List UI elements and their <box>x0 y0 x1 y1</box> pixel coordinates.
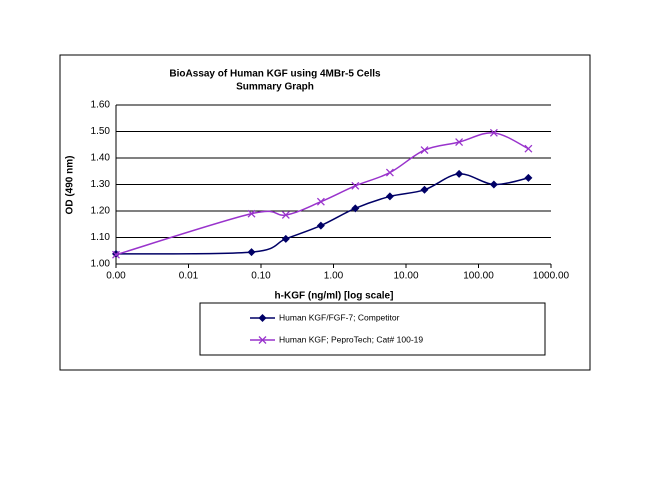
legend-marker <box>258 314 267 322</box>
marker <box>316 197 325 206</box>
marker <box>524 173 533 182</box>
marker <box>281 234 290 243</box>
legend-marker <box>258 336 267 344</box>
marker <box>489 128 498 137</box>
y-tick-label: 1.30 <box>91 179 111 190</box>
marker <box>351 204 360 213</box>
chart-subtitle: Summary Graph <box>236 82 314 93</box>
marker <box>455 138 464 147</box>
chart-title: BioAssay of Human KGF using 4MBr-5 Cells <box>169 69 381 80</box>
x-tick-label: 0.00 <box>106 271 126 282</box>
series-line <box>115 173 529 255</box>
marker <box>420 185 429 194</box>
legend-box <box>199 302 546 356</box>
series-line <box>115 132 529 256</box>
y-tick-label: 1.50 <box>91 126 111 137</box>
marker <box>489 180 498 189</box>
x-tick-label: 0.10 <box>251 271 271 282</box>
x-tick-label: 1000.00 <box>533 271 570 282</box>
marker <box>316 221 325 230</box>
x-tick-label: 100.00 <box>463 271 494 282</box>
x-tick-label: 0.01 <box>179 271 199 282</box>
marker <box>281 211 290 219</box>
marker <box>247 248 256 257</box>
y-tick-label: 1.00 <box>91 259 111 270</box>
y-tick-label: 1.20 <box>91 206 111 217</box>
y-tick-label: 1.60 <box>91 100 111 111</box>
marker <box>524 144 533 153</box>
x-axis-label: h-KGF (ng/ml) [log scale] <box>275 291 394 302</box>
marker <box>351 181 360 190</box>
y-tick-label: 1.40 <box>91 153 111 164</box>
x-tick-label: 1.00 <box>324 271 344 282</box>
y-axis-label: OD (490 nm) <box>65 156 76 215</box>
marker <box>247 209 256 218</box>
marker <box>112 250 120 259</box>
marker <box>455 169 464 178</box>
legend-label: Human KGF/FGF-7; Competitor <box>279 312 400 322</box>
y-tick-label: 1.10 <box>91 232 111 243</box>
legend-label: Human KGF; PeproTech; Cat# 100-19 <box>279 334 423 344</box>
x-tick-label: 10.00 <box>393 271 418 282</box>
marker <box>385 192 394 201</box>
marker <box>385 168 394 177</box>
marker <box>420 146 429 155</box>
